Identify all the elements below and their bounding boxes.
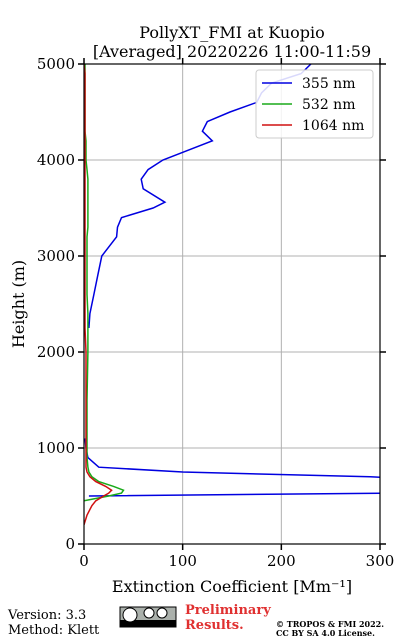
license: CC BY SA 4.0 License. [276,628,375,638]
legend-box [255,69,374,139]
series-line [84,64,113,526]
plot-frame [83,63,381,545]
y-tick-label: 1000 [37,439,75,457]
legend-label: 355 nm [302,76,355,92]
x-axis-label: Extinction Coefficient [Mm⁻¹] [112,577,352,596]
copyright: © TROPOS & FMI 2022. [276,619,384,629]
y-axis-label: Height (m) [9,260,28,348]
cc-logo [119,606,177,628]
status-text-2: Results. [185,618,244,633]
x-tick-label: 300 [366,552,395,570]
plot-lines [84,64,380,526]
status: Preliminary Results. [185,603,271,633]
series-line [84,64,125,502]
x-tick-label: 100 [168,552,197,570]
status-text: Preliminary [185,603,271,618]
y-tick-label: 0 [65,535,75,553]
legend-label: 532 nm [302,97,355,113]
chart-title: PollyXT_FMI at Kuopio [139,23,325,42]
method: Method: Klett [8,623,100,638]
x-tick-label: 200 [267,552,296,570]
y-tick-label: 5000 [37,55,75,73]
chart-subtitle: [Averaged] 20220226 11:00-11:59 [93,42,371,61]
x-tick-label: 0 [79,552,89,570]
y-tick-label: 2000 [37,343,75,361]
y-tick-label: 3000 [37,247,75,265]
legend-label: 1064 nm [302,118,364,134]
y-tick-label: 4000 [37,151,75,169]
version: Version: 3.3 [7,608,86,623]
